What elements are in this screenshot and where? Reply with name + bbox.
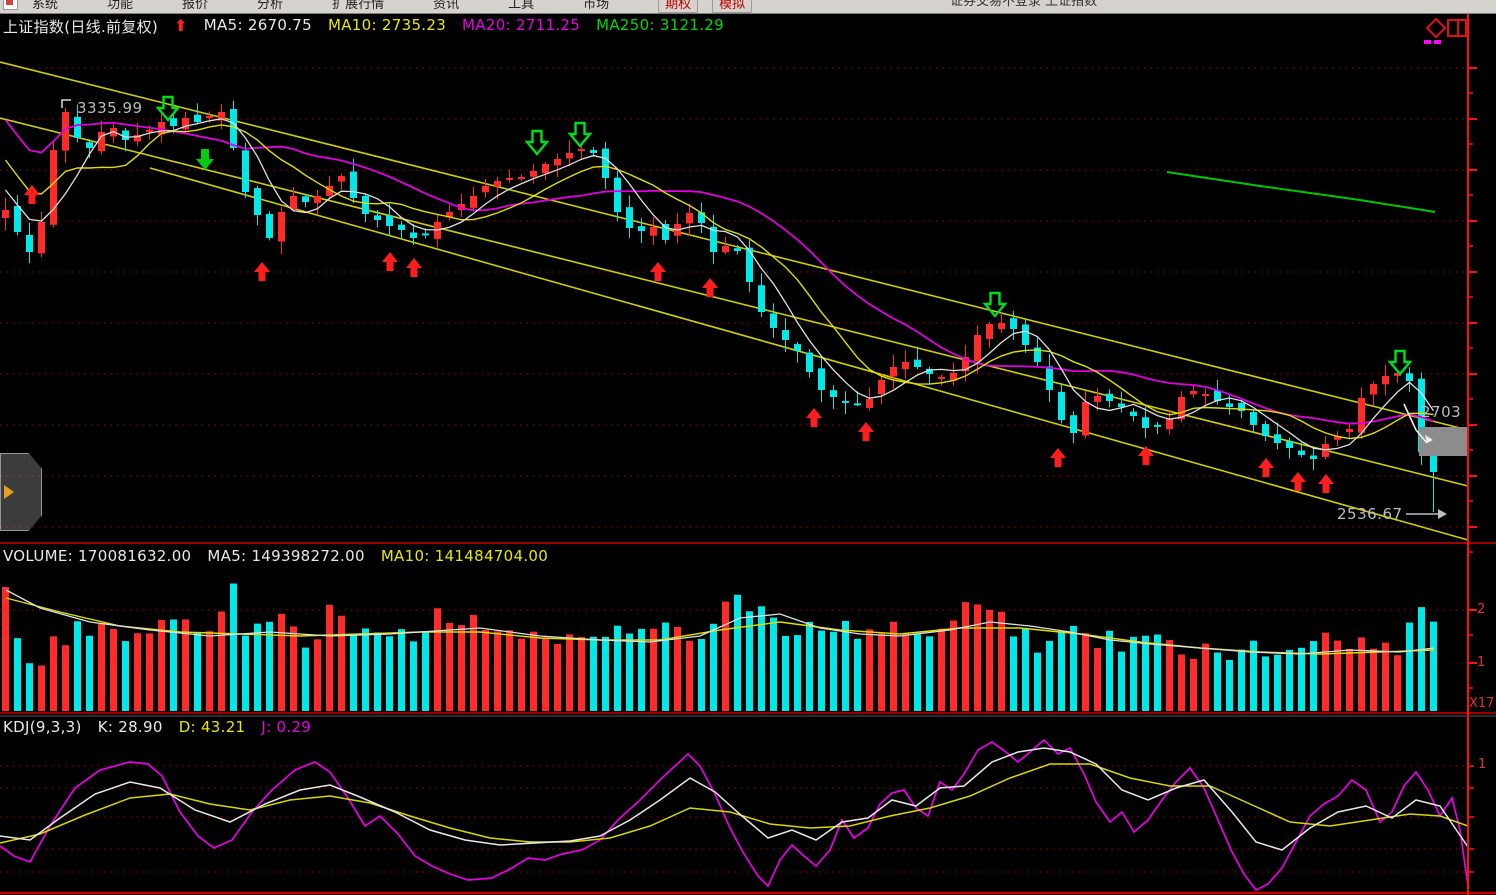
- high-marker: [61, 99, 71, 108]
- kdj-d-label: D: 43.21: [178, 718, 246, 736]
- volume-labels: VOLUME: 170081632.00 MA5: 149398272.00 MA1…: [3, 547, 548, 565]
- ma250-label: MA250: 3121.29: [596, 16, 724, 34]
- volume-ma-lines: [5, 589, 1435, 655]
- menu-item[interactable]: 分析: [257, 0, 284, 12]
- menu-item[interactable]: 市场: [583, 0, 610, 12]
- pointer-line: [1403, 403, 1433, 444]
- kdj-k-label: K: 28.90: [97, 718, 163, 736]
- diamond-tool-icon: [1425, 17, 1447, 39]
- marker-dash: [1434, 40, 1441, 44]
- frame: [0, 14, 1496, 895]
- menu-item[interactable]: 系统: [32, 0, 59, 12]
- menu-item[interactable]: 工具: [508, 0, 535, 12]
- low-price-label: 2536.67: [1337, 505, 1403, 523]
- menu-items: 系统 功能 报价 分析 扩展行情 资讯 工具 市场 期权 模拟: [32, 0, 766, 13]
- chart-title: 上证指数(日线.前复权): [3, 18, 159, 36]
- ma20-label: MA20: 2711.25: [462, 16, 581, 34]
- menu-item[interactable]: 扩展行情: [332, 0, 385, 12]
- kdj-axis-label: 1: [1478, 757, 1487, 772]
- app-icon[interactable]: [3, 0, 18, 10]
- menu-item-highlight[interactable]: 期权: [658, 0, 699, 13]
- menu-item[interactable]: 功能: [107, 0, 134, 12]
- trend-channel-lines: [0, 61, 1469, 541]
- price-ma-labels: MA5: 2670.75 MA10: 2735.23 MA20: 2711.25 MA…: [204, 16, 724, 37]
- vol-ma5-label: MA5: 149398272.00: [207, 547, 365, 565]
- kdj-title: KDJ(9,3,3): [3, 718, 82, 736]
- vol-ma10-label: MA10: 141484704.00: [380, 547, 549, 565]
- menu-item[interactable]: 资讯: [433, 0, 460, 12]
- candlesticks: [2, 100, 1437, 512]
- buy-signal-icon: ⬆: [174, 16, 188, 35]
- volume-scale-label: X17: [1469, 696, 1495, 711]
- kdj-lines: [0, 738, 1469, 892]
- menu-item[interactable]: 报价: [182, 0, 209, 12]
- ma5-label: MA5: 2670.75: [203, 16, 312, 34]
- price-ma-lines: [4, 118, 1435, 451]
- volume-axis-label: 1: [1477, 655, 1486, 670]
- grid-lines: [0, 67, 1468, 873]
- menu-item-highlight[interactable]: 模拟: [712, 0, 753, 13]
- kdj-j-label: J: 0.29: [261, 718, 312, 736]
- volume-axis-label: 2: [1477, 602, 1486, 617]
- kdj-labels: KDJ(9,3,3) K: 28.90 D: 43.21 J: 0.29: [3, 718, 311, 736]
- marker-dash: [1424, 40, 1431, 44]
- chart-tool-icons[interactable]: [1424, 17, 1467, 44]
- menu-right-text: 证券交易不登录 上证指数: [950, 0, 1098, 9]
- low-arrow: [1406, 509, 1447, 519]
- high-price-label: 3335.99: [77, 99, 143, 117]
- right-price-label: 2703: [1421, 403, 1462, 421]
- signal-arrows: [24, 95, 1413, 493]
- volume-bars: [2, 583, 1437, 711]
- menu-bar: 系统 功能 报价 分析 扩展行情 资讯 工具 市场 期权 模拟 证券交易不登录 上证指数: [0, 0, 1496, 14]
- ma250-line: [1166, 171, 1436, 213]
- expand-arrow-icon: [4, 485, 14, 499]
- sidebar-flyout-handle[interactable]: [0, 453, 42, 531]
- ma10-label: MA10: 2735.23: [328, 16, 447, 34]
- volume-label: VOLUME: 170081632.00: [3, 547, 192, 565]
